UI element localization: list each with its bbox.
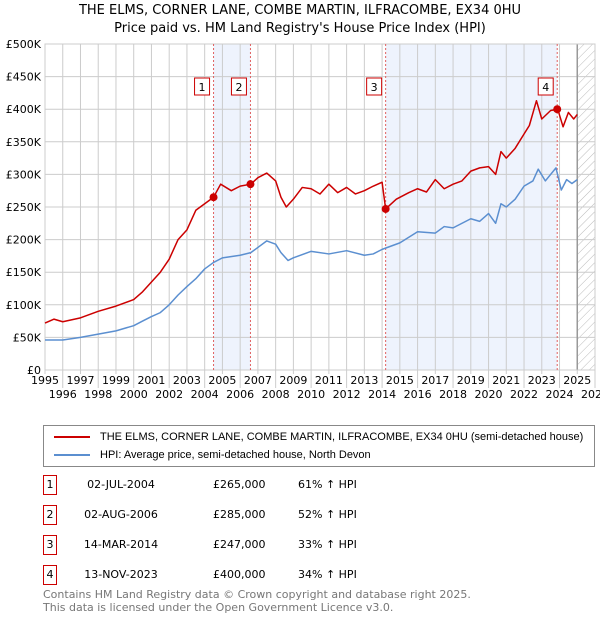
x-tick-label: 2010: [297, 388, 325, 401]
transaction-price: £247,000: [213, 538, 266, 551]
sale-point: [209, 193, 218, 202]
sale-label: 2: [235, 81, 242, 94]
transaction-date: 13-NOV-2023: [84, 568, 158, 581]
sale-label: 3: [371, 81, 378, 94]
sale-label-box: [230, 77, 247, 96]
transaction-price: £285,000: [213, 508, 266, 521]
legend-swatch-blue: [54, 454, 90, 456]
sale-label-box: [537, 77, 554, 96]
x-tick-label: 2016: [404, 388, 432, 401]
x-tick-label: 2019: [457, 374, 485, 387]
sale-point: [246, 180, 255, 189]
legend-item-property: THE ELMS, CORNER LANE, COMBE MARTIN, ILF…: [54, 429, 583, 445]
plot-area: 1995199619971998199920002001200220032004…: [6, 38, 600, 401]
x-tick-label: 2017: [421, 374, 449, 387]
y-tick-label: £0: [27, 364, 41, 377]
legend-label: HPI: Average price, semi-detached house,…: [100, 449, 371, 461]
x-tick-label: 2004: [191, 388, 219, 401]
transaction-hpi: 52% ↑ HPI: [298, 508, 357, 521]
x-tick-label: 2006: [226, 388, 254, 401]
x-tick-label: 1995: [31, 374, 59, 387]
y-tick-label: £250K: [6, 201, 42, 214]
y-tick-label: £500K: [6, 38, 42, 51]
x-tick-label: 1998: [84, 388, 112, 401]
transaction-number: 1: [43, 475, 57, 495]
x-tick-label: 2008: [262, 388, 290, 401]
x-tick-label: 2009: [279, 374, 307, 387]
x-tick-label: 2012: [333, 388, 361, 401]
chart-title: THE ELMS, CORNER LANE, COMBE MARTIN, ILF…: [78, 3, 522, 18]
x-tick-label: 2003: [173, 374, 201, 387]
y-tick-label: £100K: [6, 299, 42, 312]
x-tick-label: 2002: [155, 388, 183, 401]
transaction-hpi: 61% ↑ HPI: [298, 478, 357, 491]
x-tick-label: 2011: [315, 374, 343, 387]
x-tick-label: 2014: [368, 388, 396, 401]
footer-licence: This data is licensed under the Open Gov…: [43, 601, 394, 614]
y-tick-label: £300K: [6, 168, 42, 181]
sale-label-box: [194, 77, 211, 96]
x-tick-label: 2000: [120, 388, 148, 401]
x-tick-label: 2007: [244, 374, 272, 387]
legend-swatch-red: [54, 436, 90, 438]
x-tick-label: 2015: [386, 374, 414, 387]
transaction-number: 3: [43, 535, 57, 555]
transaction-date: 02-JUL-2004: [87, 478, 155, 491]
x-tick-label: 2021: [492, 374, 520, 387]
footer: Contains HM Land Registry data © Crown c…: [43, 588, 471, 614]
sale-label: 1: [199, 81, 206, 94]
x-tick-label: 2001: [137, 374, 165, 387]
transaction-number: 4: [43, 565, 57, 585]
y-tick-label: £400K: [6, 103, 42, 116]
transaction-hpi: 34% ↑ HPI: [298, 568, 357, 581]
transaction-number: 2: [43, 505, 57, 525]
x-tick-label: 2022: [510, 388, 538, 401]
x-tick-label: 2025: [563, 374, 591, 387]
x-tick-label: 1997: [66, 374, 94, 387]
plot-border: [44, 43, 596, 371]
property-price-line: [44, 99, 578, 324]
sale-point: [553, 105, 562, 114]
x-tick-label: 2018: [439, 388, 467, 401]
y-tick-label: £150K: [6, 266, 42, 279]
legend-label: THE ELMS, CORNER LANE, COMBE MARTIN, ILF…: [100, 431, 584, 443]
x-tick-label: 2024: [546, 388, 574, 401]
y-tick-label: £200K: [6, 234, 42, 247]
y-tick-label: £450K: [6, 71, 42, 84]
transaction-hpi: 33% ↑ HPI: [298, 538, 357, 551]
transaction-date: 02-AUG-2006: [84, 508, 158, 521]
x-tick-label: 2020: [475, 388, 503, 401]
x-tick-label: 1996: [49, 388, 77, 401]
y-tick-label: £350K: [6, 136, 42, 149]
legend-item-hpi: HPI: Average price, semi-detached house,…: [54, 447, 371, 463]
x-tick-label: 2023: [528, 374, 556, 387]
transaction-price: £400,000: [213, 568, 266, 581]
legend: THE ELMS, CORNER LANE, COMBE MARTIN, ILF…: [43, 425, 595, 467]
y-tick-label: £50K: [13, 331, 42, 344]
x-tick-label: 2026: [581, 388, 600, 401]
sale-point: [381, 204, 390, 213]
sale-label-box: [366, 77, 383, 96]
x-tick-label: 1999: [102, 374, 130, 387]
transaction-date: 14-MAR-2014: [83, 538, 159, 551]
chart-subtitle: Price paid vs. HM Land Registry's House …: [114, 21, 486, 36]
sale-label: 4: [542, 81, 549, 94]
x-tick-label: 2005: [208, 374, 236, 387]
footer-copyright: Contains HM Land Registry data © Crown c…: [43, 588, 471, 601]
x-tick-label: 2013: [350, 374, 378, 387]
hpi-line: [45, 167, 578, 341]
transaction-price: £265,000: [213, 478, 266, 491]
